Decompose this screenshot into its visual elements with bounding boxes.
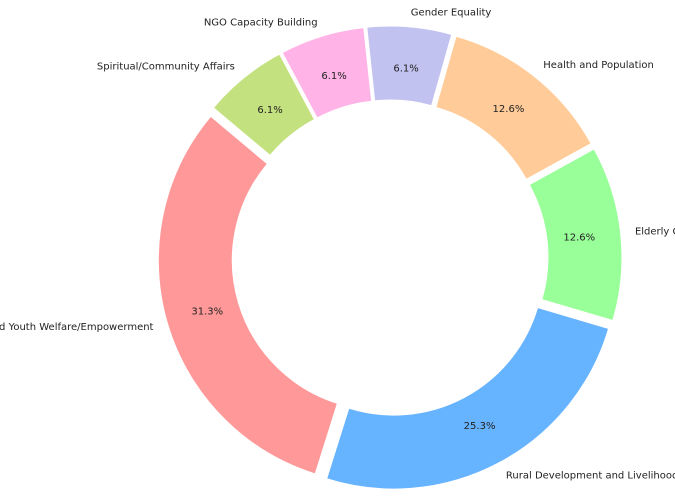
slice	[281, 27, 373, 119]
slice	[435, 35, 592, 180]
value-label: 6.1%	[393, 63, 418, 74]
slice-label: d and Youth Welfare/Empowerment	[0, 322, 154, 333]
slice-label: Health and Population	[543, 60, 654, 71]
slice-label: Spiritual/Community Affairs	[97, 62, 235, 73]
slice-label: Rural Development and Livelihoods	[506, 470, 675, 481]
value-label: 6.1%	[257, 105, 282, 116]
value-label: 12.6%	[563, 232, 595, 243]
slice	[157, 115, 339, 475]
slice-label: Elderly Ca	[635, 226, 675, 237]
slice	[326, 306, 610, 490]
slice	[212, 53, 316, 157]
slice	[366, 25, 453, 107]
slice-label: Gender Equality	[411, 7, 492, 18]
slice-label: NGO Capacity Building	[204, 17, 318, 28]
value-label: 31.3%	[191, 306, 223, 317]
value-label: 25.3%	[464, 421, 496, 432]
slice	[528, 148, 623, 322]
value-label: 12.6%	[493, 104, 525, 115]
value-label: 6.1%	[321, 71, 346, 82]
